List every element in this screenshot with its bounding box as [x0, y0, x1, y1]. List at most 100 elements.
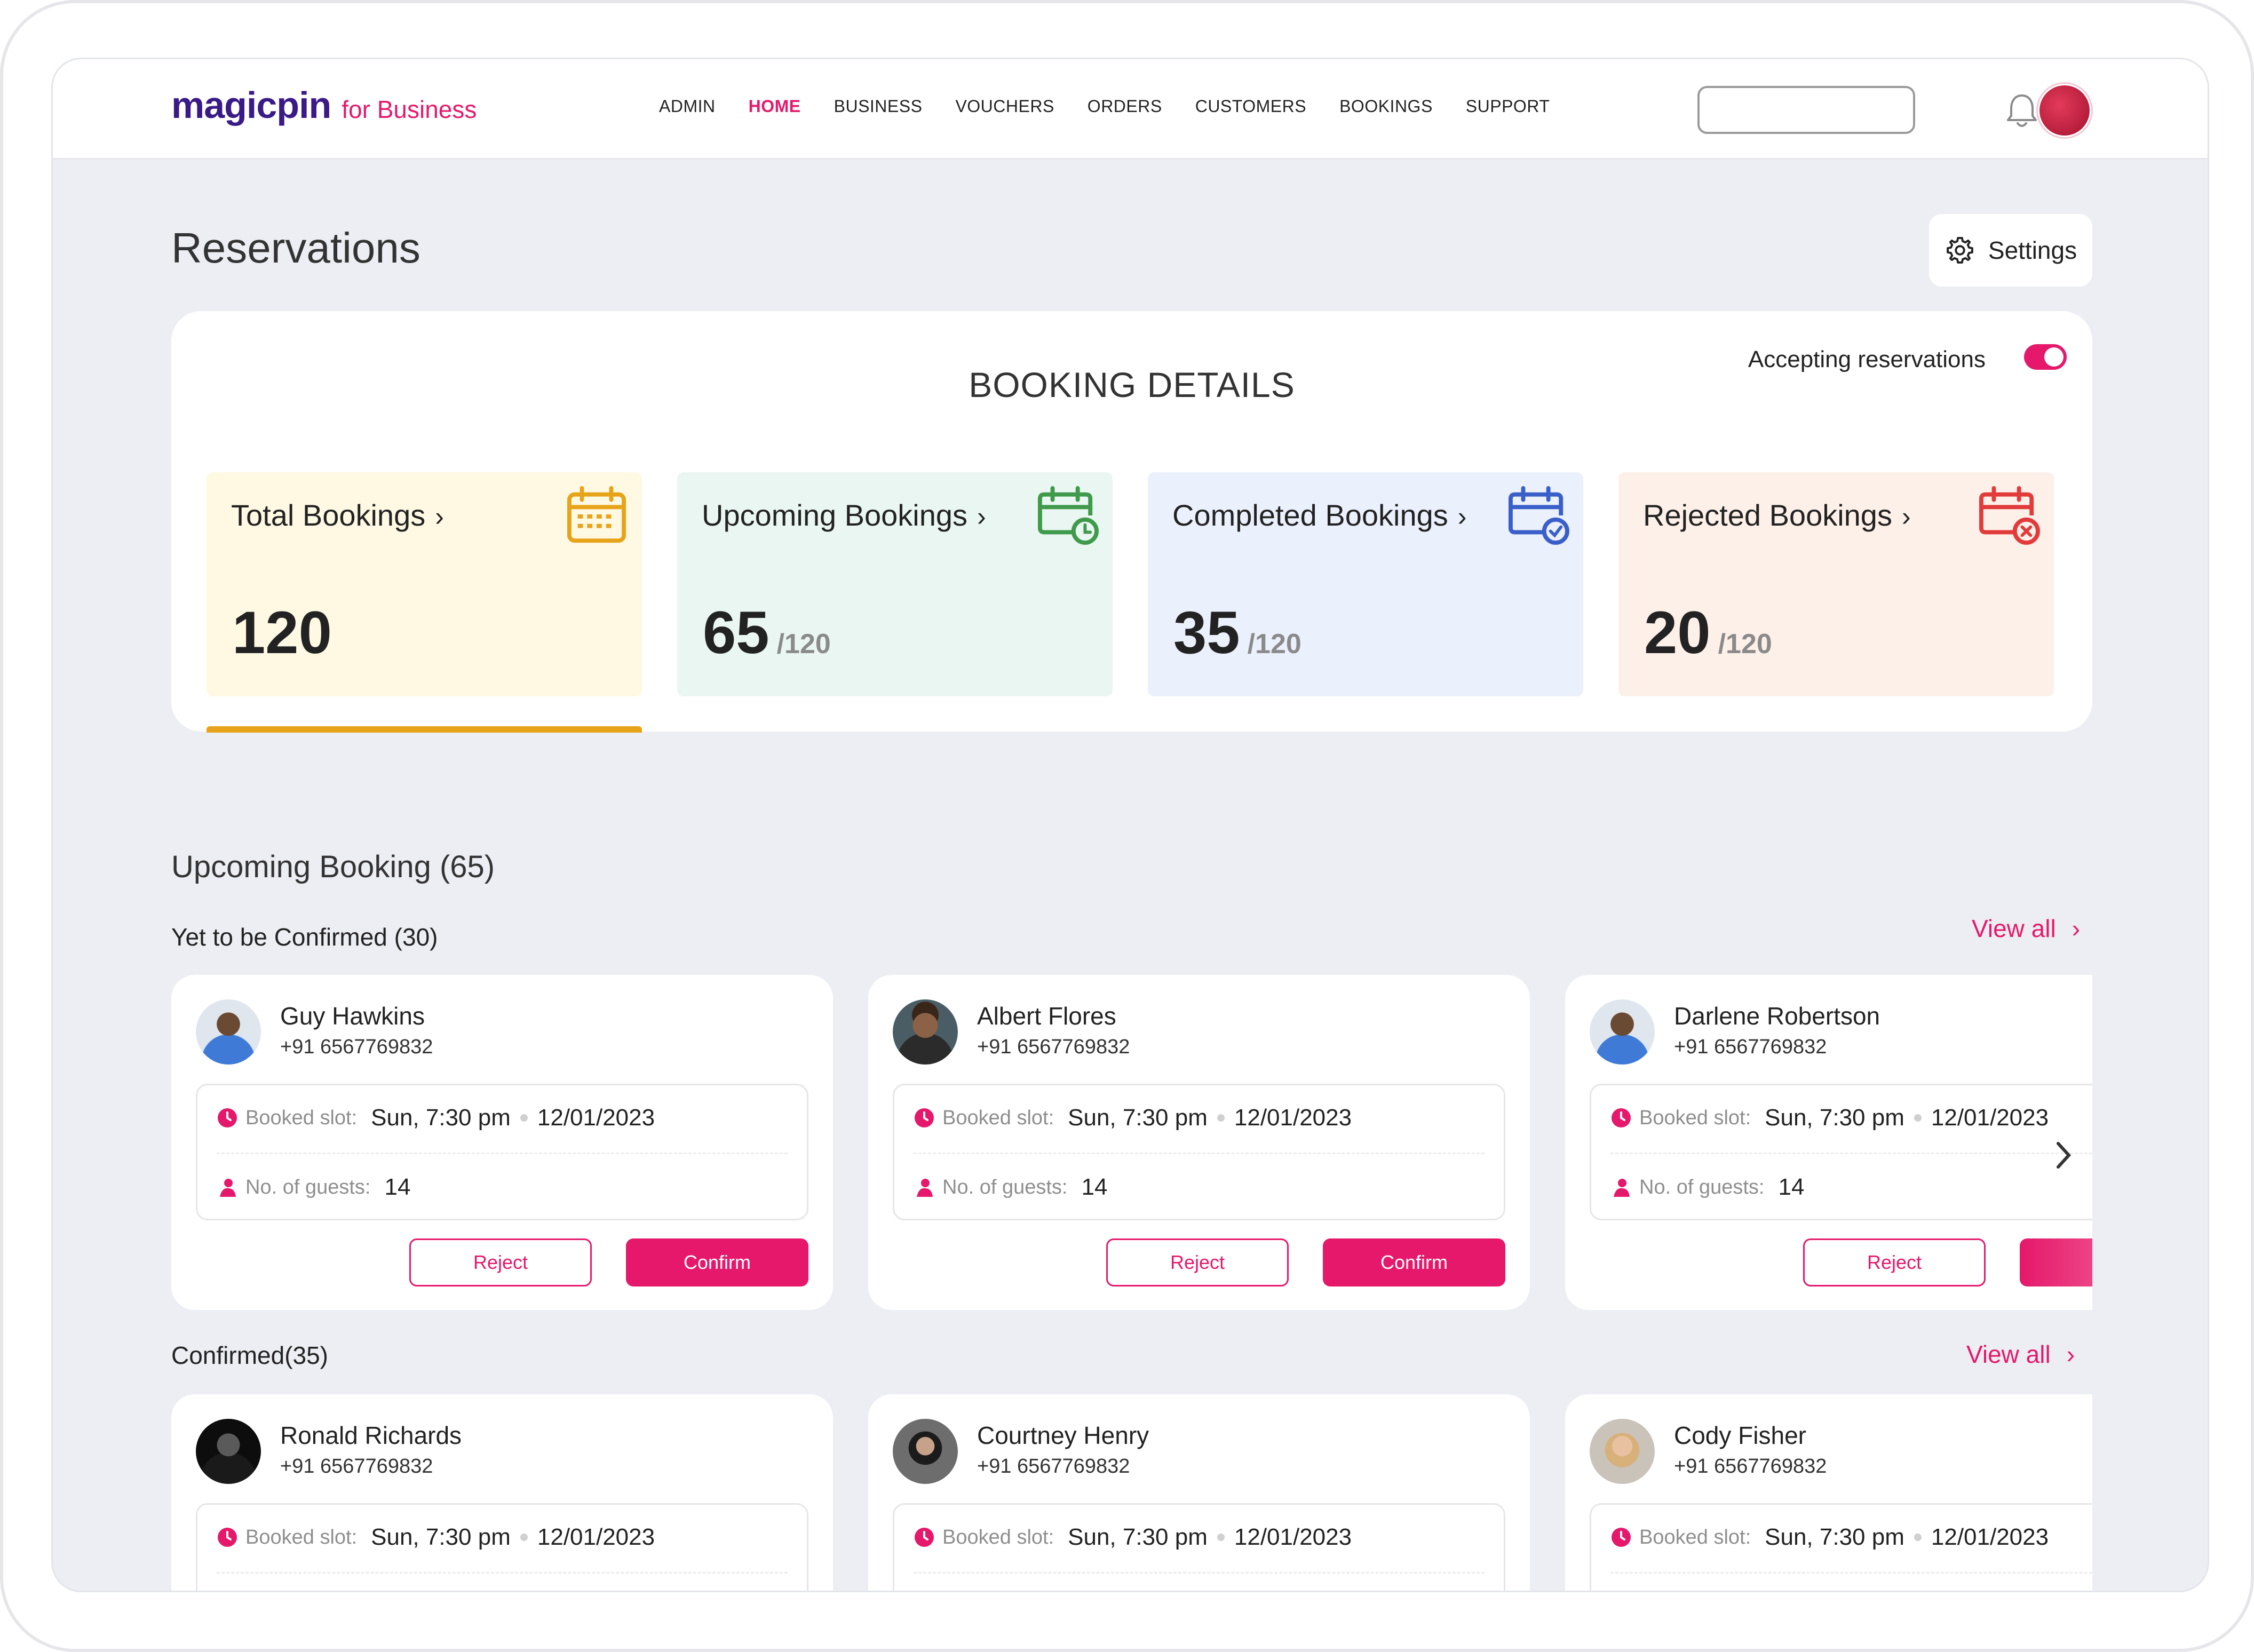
- nav-item-home[interactable]: HOME: [748, 97, 801, 116]
- stat-denominator: /120: [1718, 629, 1772, 660]
- person-icon: [1614, 1179, 1630, 1197]
- booking-card: Albert Flores +91 6567769832 Booked slot…: [868, 975, 1530, 1310]
- booking-card: Guy Hawkins +91 6567769832 Booked slot: …: [171, 975, 833, 1310]
- customer-name: Guy Hawkins: [280, 1002, 425, 1030]
- settings-button[interactable]: Settings: [1929, 214, 2092, 287]
- slot-time: Sun, 7:30 pm: [1765, 1105, 1904, 1131]
- nav-item-customers[interactable]: CUSTOMERS: [1195, 97, 1307, 116]
- customer-avatar: [196, 1419, 261, 1484]
- booking-details-title: BOOKING DETAILS: [969, 365, 1295, 404]
- customer-avatar: [1590, 1419, 1655, 1484]
- dot-separator: [1217, 1114, 1225, 1122]
- stat-label: Completed Bookings: [1172, 498, 1448, 532]
- nav-item-orders[interactable]: ORDERS: [1087, 97, 1162, 116]
- search-input[interactable]: [1697, 86, 1915, 134]
- slot-date: 12/01/2023: [537, 1524, 655, 1550]
- page-title: Reservations: [171, 224, 420, 272]
- divider: [1610, 1153, 2092, 1154]
- dot-separator: [1914, 1114, 1922, 1122]
- chevron-right-icon: ›: [2072, 915, 2081, 942]
- booking-card: Ronald Richards +91 6567769832 Booked sl…: [171, 1394, 833, 1591]
- booked-slot-label: Booked slot:: [942, 1526, 1054, 1548]
- customer-phone: +91 6567769832: [1674, 1455, 1827, 1478]
- dot-separator: [1914, 1534, 1922, 1541]
- slot-time: Sun, 7:30 pm: [1765, 1524, 1904, 1550]
- nav-item-bookings[interactable]: BOOKINGS: [1339, 97, 1433, 116]
- customer-name: Ronald Richards: [280, 1421, 462, 1449]
- dot-separator: [520, 1114, 528, 1122]
- customer-avatar: [893, 999, 958, 1065]
- customer-phone: +91 6567769832: [280, 1455, 433, 1478]
- stat-card-upcoming[interactable]: Upcoming Bookings › 65/120: [677, 472, 1113, 696]
- booking-info-box: Booked slot: Sun, 7:30 pm 12/01/2023 No.…: [893, 1084, 1505, 1220]
- calendar-icon: [567, 486, 626, 543]
- guests-label: No. of guests:: [245, 1176, 371, 1198]
- booking-card: Darlene Robertson +91 6567769832 Booked …: [1565, 975, 2092, 1310]
- stat-card-completed[interactable]: Completed Bookings › 35/120: [1148, 472, 1583, 696]
- reject-button[interactable]: Reject: [1803, 1238, 1986, 1286]
- booked-slot-label: Booked slot:: [245, 1526, 358, 1548]
- customer-name: Courtney Henry: [977, 1421, 1149, 1449]
- app-screen: magicpin for Business ADMIN HOME BUSINES…: [51, 58, 2209, 1592]
- customer-phone: +91 6567769832: [1674, 1036, 1827, 1058]
- confirm-button[interactable]: Confirm: [626, 1238, 808, 1286]
- view-all-confirmed-link[interactable]: View all ›: [1966, 1340, 2075, 1369]
- chevron-right-icon[interactable]: [2052, 1139, 2075, 1171]
- nav-item-business[interactable]: BUSINESS: [834, 97, 923, 116]
- stat-value: 35: [1173, 599, 1240, 666]
- clock-icon: [218, 1108, 237, 1127]
- guests-count: 14: [1778, 1174, 1805, 1200]
- upcoming-section-title: Upcoming Booking (65): [171, 849, 495, 884]
- divider: [914, 1153, 1485, 1154]
- confirm-button[interactable]: Confirm: [1323, 1238, 1505, 1286]
- slot-time: Sun, 7:30 pm: [371, 1105, 511, 1131]
- bell-icon[interactable]: [2005, 92, 2039, 130]
- view-all-pending-link[interactable]: View all ›: [1972, 914, 2080, 943]
- stat-denominator: /120: [776, 629, 831, 660]
- brand-logo[interactable]: magicpin for Business: [171, 84, 477, 137]
- guests-label: No. of guests:: [1639, 1176, 1765, 1198]
- user-avatar[interactable]: [2038, 84, 2091, 137]
- stat-card-rejected[interactable]: Rejected Bookings › 20/120: [1618, 472, 2054, 696]
- booked-slot-label: Booked slot:: [1639, 1526, 1751, 1548]
- customer-phone: +91 6567769832: [280, 1036, 433, 1058]
- divider: [1610, 1572, 2092, 1574]
- booking-info-box: Booked slot: Sun, 7:30 pm 12/01/2023 No.…: [1590, 1503, 2092, 1591]
- stat-label: Total Bookings: [231, 498, 426, 532]
- reject-button[interactable]: Reject: [409, 1238, 592, 1286]
- guests-count: 14: [1081, 1174, 1108, 1200]
- booking-card: Cody Fisher +91 6567769832 Booked slot: …: [1565, 1394, 2092, 1591]
- booking-card: Courtney Henry +91 6567769832 Booked slo…: [868, 1394, 1530, 1591]
- nav-item-admin[interactable]: ADMIN: [659, 97, 716, 116]
- customer-name: Cody Fisher: [1674, 1421, 1806, 1449]
- stat-value: 65: [703, 599, 769, 666]
- accepting-reservations-toggle[interactable]: [2024, 344, 2067, 370]
- customer-name: Darlene Robertson: [1674, 1002, 1880, 1030]
- reject-button[interactable]: Reject: [1106, 1238, 1289, 1286]
- calendar-check-icon: [1509, 486, 1569, 545]
- slot-date: 12/01/2023: [1931, 1105, 2049, 1131]
- slot-time: Sun, 7:30 pm: [1068, 1524, 1208, 1550]
- booked-slot-label: Booked slot:: [942, 1106, 1054, 1129]
- chevron-right-icon: ›: [435, 502, 444, 531]
- brand-subtitle: for Business: [342, 96, 477, 123]
- divider: [914, 1572, 1485, 1574]
- booked-slot-label: Booked slot:: [1639, 1106, 1751, 1129]
- nav-item-vouchers[interactable]: VOUCHERS: [955, 97, 1054, 116]
- nav-item-support[interactable]: SUPPORT: [1465, 97, 1550, 116]
- gear-icon: [1946, 237, 1973, 264]
- customer-avatar: [196, 999, 261, 1065]
- chevron-right-icon: ›: [1901, 502, 1911, 531]
- main-nav: ADMIN HOME BUSINESS VOUCHERS ORDERS CUST…: [659, 97, 1583, 116]
- booking-details-panel: BOOKING DETAILS Accepting reservations T…: [171, 311, 2092, 733]
- stat-card-total[interactable]: Total Bookings › 120: [207, 472, 642, 696]
- view-all-label: View all: [1966, 1340, 2051, 1368]
- clock-icon: [218, 1528, 237, 1547]
- chevron-right-icon: ›: [977, 502, 986, 531]
- divider: [217, 1153, 788, 1154]
- booked-slot-label: Booked slot:: [245, 1106, 358, 1129]
- view-all-label: View all: [1972, 915, 2056, 942]
- confirm-button[interactable]: [2020, 1238, 2092, 1286]
- brand-name: magicpin: [171, 84, 331, 126]
- calendar-x-icon: [1979, 486, 2040, 545]
